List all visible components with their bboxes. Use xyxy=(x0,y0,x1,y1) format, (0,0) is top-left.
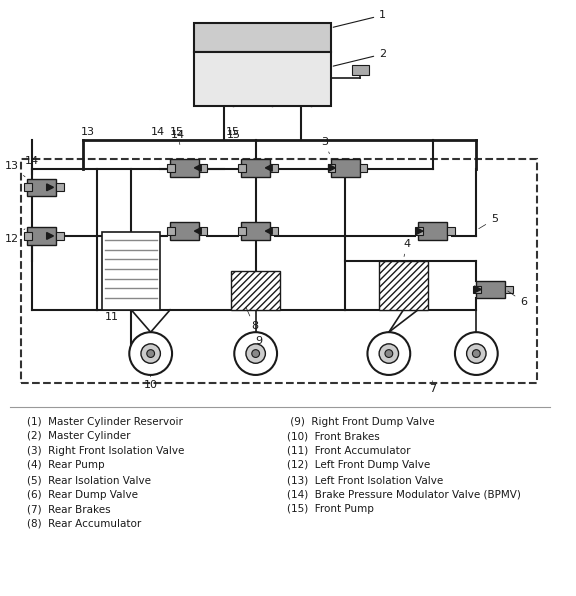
Text: 9: 9 xyxy=(256,330,263,346)
Text: 7: 7 xyxy=(429,381,436,395)
Text: 14: 14 xyxy=(171,130,185,139)
Text: 15: 15 xyxy=(170,127,184,145)
Circle shape xyxy=(141,344,160,364)
Bar xyxy=(238,164,246,172)
Text: 13: 13 xyxy=(5,161,25,177)
Circle shape xyxy=(379,344,399,364)
Bar xyxy=(170,222,199,240)
Bar xyxy=(24,232,32,240)
Text: 15: 15 xyxy=(226,130,241,139)
Bar xyxy=(328,164,335,172)
Text: (1)  Master Cylinder Reservoir: (1) Master Cylinder Reservoir xyxy=(27,417,183,427)
Text: 4: 4 xyxy=(403,238,411,256)
Circle shape xyxy=(252,350,260,358)
Text: 14: 14 xyxy=(151,127,165,137)
Bar xyxy=(331,159,359,176)
Text: 15: 15 xyxy=(226,127,240,137)
Text: (3)  Right Front Isolation Valve: (3) Right Front Isolation Valve xyxy=(27,446,184,456)
Text: (15)  Front Pump: (15) Front Pump xyxy=(287,504,374,514)
Circle shape xyxy=(147,350,154,358)
Text: (7)  Rear Brakes: (7) Rear Brakes xyxy=(27,504,111,514)
Text: 11: 11 xyxy=(105,312,119,321)
Circle shape xyxy=(472,350,480,358)
Text: (9)  Right Front Dump Valve: (9) Right Front Dump Valve xyxy=(287,417,434,427)
Text: 8: 8 xyxy=(246,308,258,331)
Bar xyxy=(199,227,207,235)
Text: 14: 14 xyxy=(25,156,39,166)
Bar xyxy=(418,222,447,240)
Bar xyxy=(195,23,331,52)
Bar xyxy=(241,159,270,176)
Polygon shape xyxy=(47,184,54,191)
Text: (13)  Left Front Isolation Valve: (13) Left Front Isolation Valve xyxy=(287,475,443,485)
Bar xyxy=(232,271,280,310)
Polygon shape xyxy=(266,164,272,171)
Text: 12: 12 xyxy=(5,229,25,244)
Circle shape xyxy=(234,332,277,375)
Circle shape xyxy=(246,344,266,364)
Bar xyxy=(199,164,207,172)
Circle shape xyxy=(129,332,172,375)
Text: (8)  Rear Accumulator: (8) Rear Accumulator xyxy=(27,519,142,529)
Bar xyxy=(27,227,56,245)
Bar xyxy=(359,164,367,172)
Bar xyxy=(170,159,199,176)
Text: 10: 10 xyxy=(143,376,158,390)
Polygon shape xyxy=(47,232,54,240)
Text: (5)  Rear Isolation Valve: (5) Rear Isolation Valve xyxy=(27,475,151,485)
Text: (6)  Rear Dump Valve: (6) Rear Dump Valve xyxy=(27,490,138,499)
Bar xyxy=(56,232,64,240)
Bar xyxy=(506,285,513,293)
Text: (12)  Left Front Dump Valve: (12) Left Front Dump Valve xyxy=(287,461,430,470)
Polygon shape xyxy=(416,228,423,234)
Text: (14)  Brake Pressure Modulator Valve (BPMV): (14) Brake Pressure Modulator Valve (BPM… xyxy=(287,490,521,499)
Text: 6: 6 xyxy=(508,291,527,307)
Bar xyxy=(238,227,246,235)
Text: 1: 1 xyxy=(333,10,386,27)
Bar xyxy=(447,227,455,235)
Text: (4)  Rear Pump: (4) Rear Pump xyxy=(27,461,105,470)
Bar xyxy=(102,232,160,310)
Bar xyxy=(352,65,369,74)
Polygon shape xyxy=(195,164,201,171)
Text: 13: 13 xyxy=(81,127,94,137)
Text: 5: 5 xyxy=(479,215,498,229)
Text: 3: 3 xyxy=(321,136,329,154)
Polygon shape xyxy=(328,164,335,171)
Bar xyxy=(167,227,175,235)
Polygon shape xyxy=(475,286,481,293)
Text: (10)  Front Brakes: (10) Front Brakes xyxy=(287,432,380,441)
Circle shape xyxy=(385,350,393,358)
Bar xyxy=(270,164,278,172)
Circle shape xyxy=(455,332,498,375)
Text: (11)  Front Accumulator: (11) Front Accumulator xyxy=(287,446,410,456)
Text: (2)  Master Cylinder: (2) Master Cylinder xyxy=(27,432,131,441)
Bar xyxy=(56,184,64,191)
Bar xyxy=(379,261,428,310)
Bar xyxy=(476,281,506,298)
Bar xyxy=(24,184,32,191)
Text: 2: 2 xyxy=(333,49,386,66)
Bar xyxy=(27,179,56,196)
Bar xyxy=(195,52,331,105)
Polygon shape xyxy=(266,228,272,234)
Polygon shape xyxy=(195,228,201,234)
Bar xyxy=(270,227,278,235)
Bar xyxy=(473,285,481,293)
Bar xyxy=(21,159,537,383)
Bar xyxy=(415,227,423,235)
Circle shape xyxy=(467,344,486,364)
Bar xyxy=(167,164,175,172)
Bar xyxy=(241,222,270,240)
Circle shape xyxy=(367,332,410,375)
